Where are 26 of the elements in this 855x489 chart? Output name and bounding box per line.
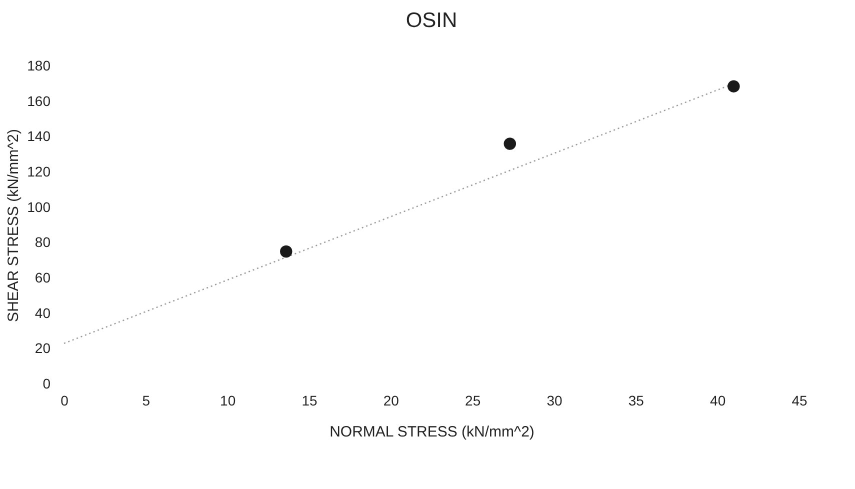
x-tick-label: 30 [546, 392, 562, 408]
x-tick-label: 20 [383, 392, 400, 408]
x-tick-label: 45 [792, 392, 808, 408]
y-tick-label: 160 [27, 92, 51, 109]
x-tick-label: 15 [302, 392, 318, 408]
y-tick-label: 180 [27, 58, 51, 74]
y-tick-label: 60 [34, 270, 51, 286]
y-tick-label: 80 [34, 234, 51, 250]
y-axis-title: SHEAR STRESS (kN/mm^2) [5, 129, 22, 322]
x-tick-label: 0 [60, 392, 69, 408]
point [504, 138, 516, 150]
y-tick-label: 40 [34, 304, 51, 321]
x-tick-label: 5 [142, 392, 150, 408]
point [728, 80, 740, 92]
x-axis-title: NORMAL STRESS (kN/mm^2) [330, 424, 534, 440]
point [280, 245, 292, 258]
x-tick-label: 10 [220, 392, 236, 408]
chart-title: OSIN [406, 9, 458, 32]
y-tick-label: 140 [27, 128, 51, 144]
y-tick-label: 100 [27, 198, 51, 215]
x-tick-label: 25 [465, 392, 481, 408]
x-tick-label: 40 [710, 392, 726, 408]
y-tick-label: 120 [27, 164, 51, 180]
x-tick-label: 35 [628, 392, 644, 408]
y-tick-label: 20 [34, 340, 51, 356]
y-tick-label: 0 [42, 376, 51, 392]
